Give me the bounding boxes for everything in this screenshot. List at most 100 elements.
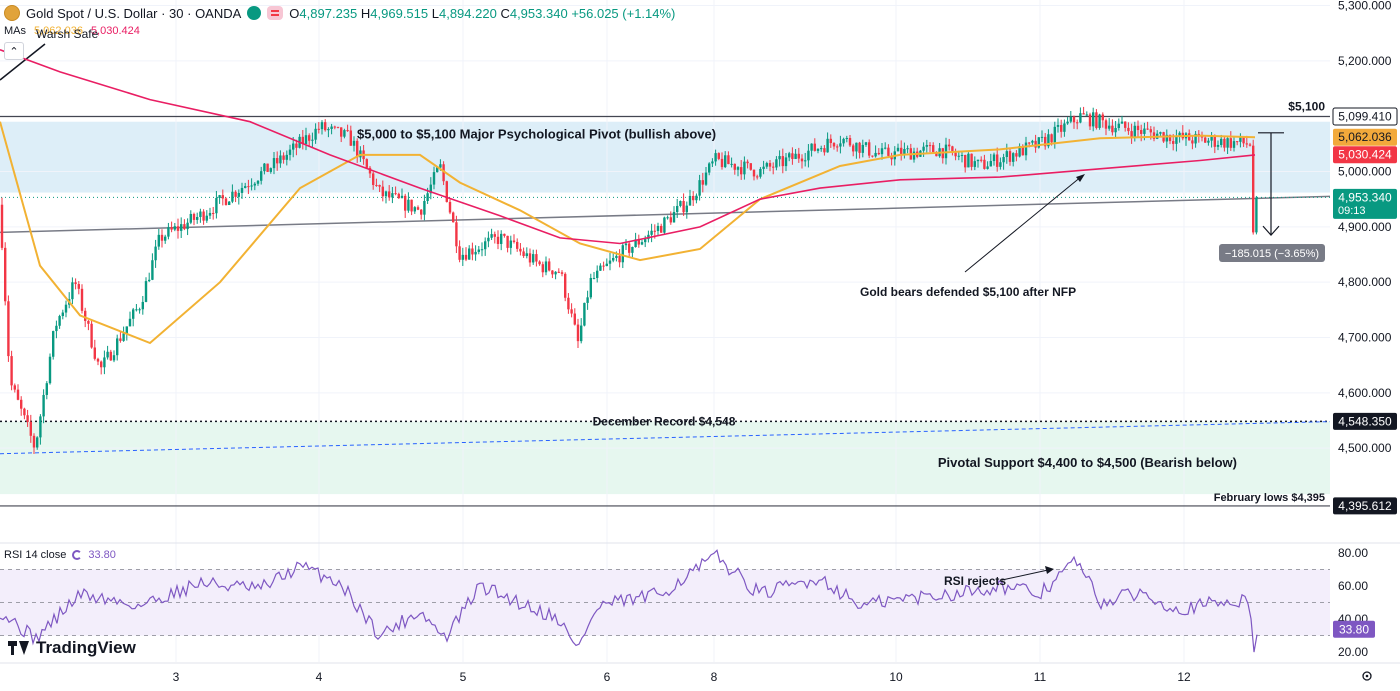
february-lows-label: February lows $4,395 [1214,492,1325,504]
tradingview-logo[interactable]: TradingView [8,638,136,658]
candle [692,191,695,207]
candle [580,318,583,344]
candle-body [1140,130,1143,134]
candle [455,215,458,254]
candle-body [378,185,381,187]
candle-body [176,226,180,231]
candle [688,189,692,206]
december-record-label: December Record $4,548 [593,414,736,428]
refresh-icon[interactable] [72,550,83,560]
candle [132,307,135,327]
candle [804,152,807,167]
candle-body [1079,113,1082,123]
candle-body [36,437,39,448]
candle-body [855,142,858,152]
candle-body [778,156,781,160]
candle-body [1047,134,1050,147]
candle [151,253,154,281]
candle [16,384,20,401]
candle [964,154,967,173]
candle [404,193,407,218]
candle [516,238,519,252]
candle [445,180,448,203]
x-tick-7: 12 [1177,670,1191,684]
rsi-legend[interactable]: RSI 14 close 33.80 [4,549,116,561]
candle [452,211,455,223]
drawing-line [0,43,46,81]
collapse-legend-button[interactable]: ⌃ [4,42,24,60]
data-flag-icon[interactable] [267,6,284,20]
candle [308,133,311,147]
candle-body [800,158,804,162]
candle-body [292,143,295,150]
candle [173,222,176,232]
candle-body [592,277,596,279]
candle [96,357,100,366]
candle-body [228,201,231,205]
candle [756,174,759,180]
candle [391,187,394,204]
candle-body [1165,134,1168,142]
candle [778,150,781,167]
change-readout: +56.025 (+1.14%) [571,5,676,21]
candle-body [29,421,32,436]
candle-body [1136,125,1140,131]
candle [1079,107,1082,124]
candle-body [80,288,84,311]
mas-legend[interactable]: MAs 5,062.036 5,030.424 Warsh Safe [4,25,140,41]
candle [1255,195,1258,235]
candle [237,189,240,205]
candle [202,209,205,225]
candle [394,186,397,196]
settings-gear-icon[interactable] [1362,671,1372,681]
candle [839,135,842,154]
candle-body [836,146,839,148]
candle-body [954,152,957,157]
candle-body [39,416,42,438]
candle-body [320,122,324,130]
candle [560,270,564,277]
candle-body [864,142,868,145]
candle-body [1028,142,1031,144]
candle [650,223,653,243]
candle-body [288,149,292,155]
candle [93,339,96,361]
candle-body [272,158,276,169]
price-label-bg-0 [1332,107,1398,126]
candle-body [724,155,727,168]
candle [7,295,10,362]
symbol-title[interactable]: Gold Spot / U.S. Dollar · 30 · OANDA [26,5,242,21]
candle [1191,136,1194,150]
candle-body [141,301,144,310]
candle-body [704,172,708,185]
candle-body [413,207,416,212]
candle-body [477,249,480,252]
annotations-layer: $5,000 to $5,100 Major Psychological Piv… [357,100,1325,504]
candle-body [189,213,192,223]
candle-body [711,161,714,164]
candle-body [631,246,634,253]
candle [80,284,84,314]
candle-body [509,240,512,248]
candle-body [1197,133,1200,136]
candle-body [1242,136,1245,144]
candle-body [653,230,656,232]
candle-body [1220,138,1223,145]
candle [420,208,423,220]
candle [327,127,330,138]
candle [349,125,352,146]
candle [36,436,39,450]
candle-body [516,241,519,249]
candle-body [596,270,599,278]
candle-body [186,222,189,230]
candle-body [1245,143,1248,145]
candle [164,234,167,244]
candle [900,140,903,161]
ma-fast-line [0,121,1256,345]
candle-body [599,265,602,271]
measure-label: −185.015 (−3.65%) [1225,248,1319,260]
candle [1082,106,1085,115]
candle [1207,137,1210,146]
candle-body [976,159,980,162]
